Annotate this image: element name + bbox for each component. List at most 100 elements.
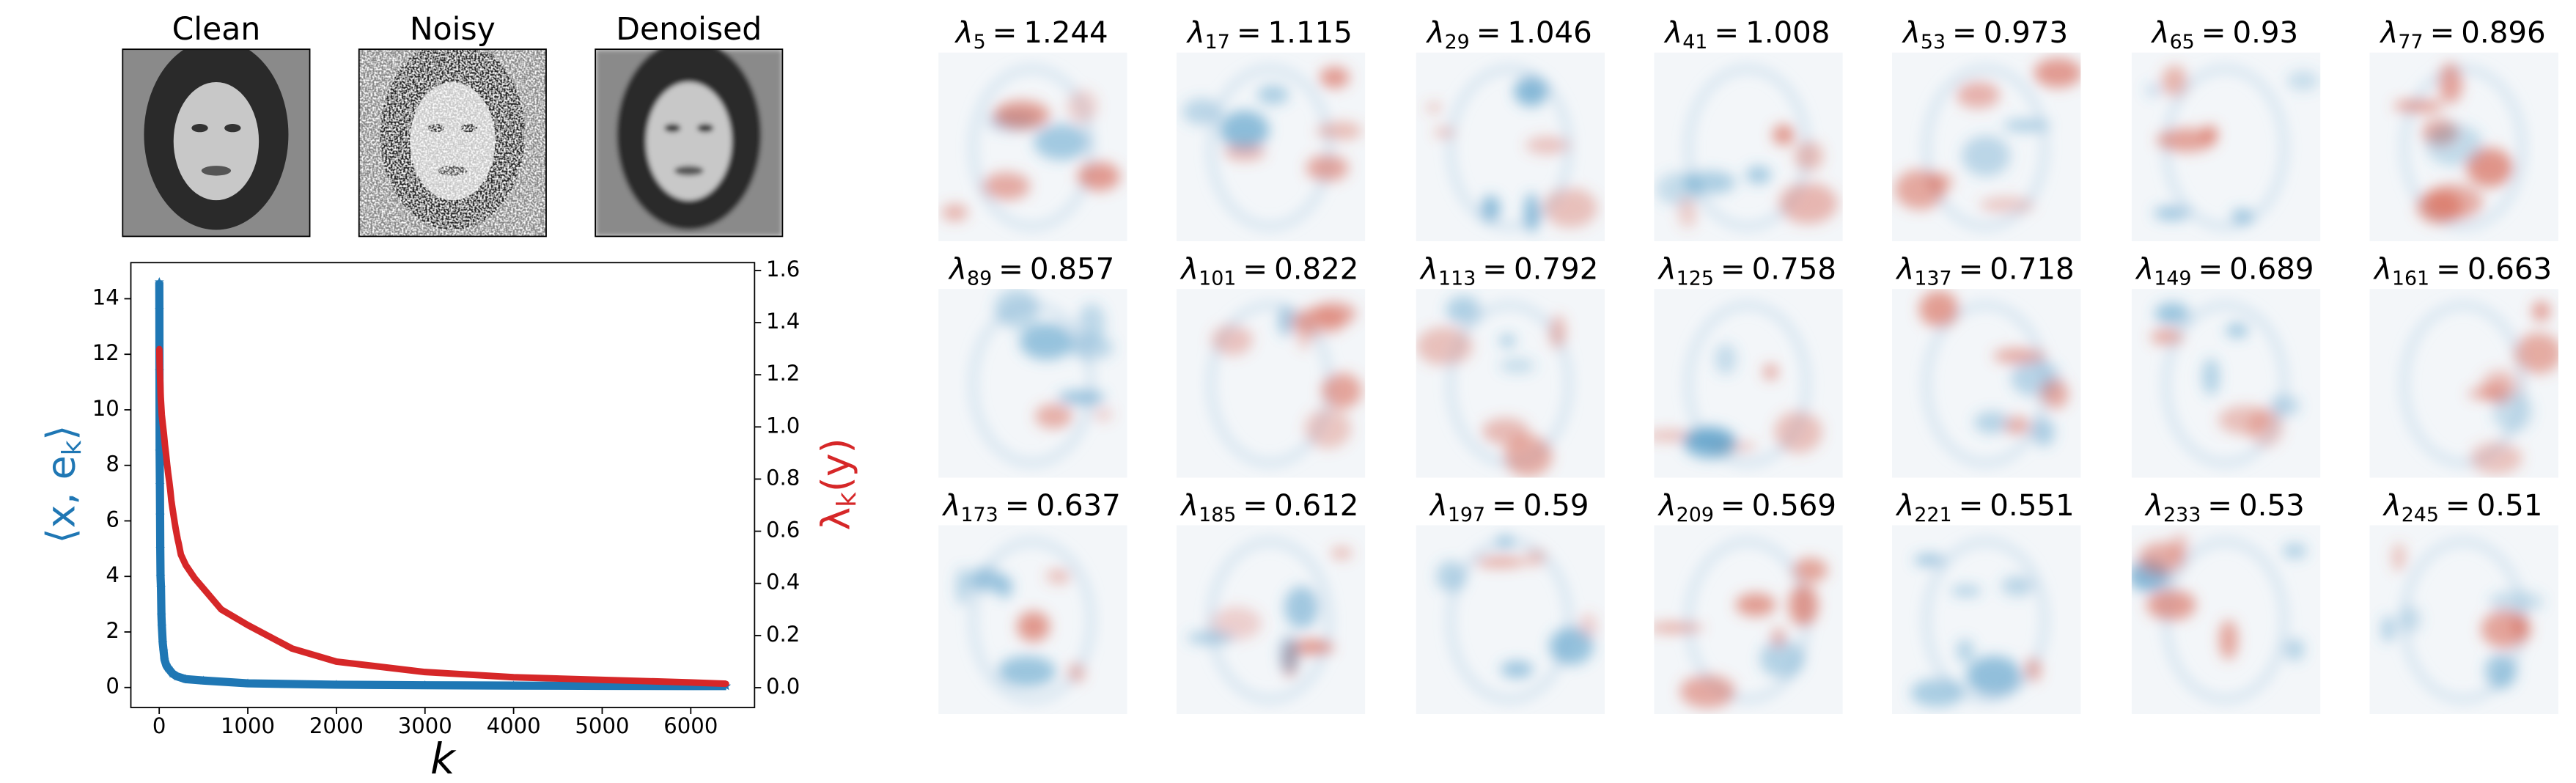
eigen-panel: λ245 = 0.51 [2369, 488, 2558, 714]
y2-tick-label: 0.8 [766, 465, 800, 490]
eigen-title: λ161 = 0.663 [2373, 251, 2552, 290]
eigen-title: λ125 = 0.758 [1657, 251, 1836, 290]
blob [2004, 416, 2032, 435]
eigen-symbol: λ [948, 251, 967, 286]
blob [1774, 411, 1822, 453]
x-tick-label: 6000 [663, 713, 718, 738]
blob [2169, 533, 2190, 560]
face-outline [2163, 539, 2287, 702]
point [156, 360, 163, 367]
eigen-equals: = [1714, 15, 1739, 50]
point [599, 677, 606, 683]
series [155, 345, 729, 688]
blob [1278, 634, 1300, 674]
eigen-symbol: λ [1657, 251, 1677, 286]
point [161, 430, 167, 437]
point [422, 669, 428, 675]
eigen-bg [938, 52, 1127, 242]
face-outline [970, 539, 1094, 702]
point [173, 531, 180, 537]
blob [1524, 193, 1539, 233]
face [173, 81, 260, 201]
point [597, 680, 607, 690]
blob [1913, 554, 1946, 566]
eigen-index: 41 [1682, 31, 1707, 54]
eigen-panel: λ233 = 0.53 [2131, 488, 2321, 714]
point [156, 610, 166, 620]
blob [1682, 171, 1737, 194]
blob [1772, 125, 1795, 145]
blob [2034, 58, 2081, 88]
y-axis-label: ⟨x, ek⟩ [37, 425, 87, 544]
eigen-panel: λ197 = 0.59 [1416, 488, 1605, 714]
series [154, 277, 732, 691]
blob [1956, 639, 1974, 663]
eigen-value: 0.551 [1990, 488, 2074, 523]
point [510, 674, 517, 680]
eigen-blobs [1425, 66, 1597, 233]
y-axis-label-end: ⟩ [37, 425, 84, 441]
blob [2269, 394, 2300, 416]
blob [1771, 627, 1785, 647]
image-title: Denoised [616, 12, 762, 48]
face-outline [2402, 66, 2525, 229]
eigen-panel: λ185 = 0.612 [1176, 488, 1366, 714]
eigen-symbol: λ [1895, 251, 1914, 286]
x-tick-label: 3000 [398, 713, 452, 738]
image-panel: Noisy [358, 12, 547, 238]
eigen-blobs [1208, 301, 1362, 466]
eigen-title: λ209 = 0.569 [1657, 488, 1836, 526]
blob [968, 567, 1003, 592]
eigen-value: 0.822 [1274, 251, 1358, 286]
image-border [595, 48, 784, 238]
blob [1219, 110, 1270, 150]
point [155, 479, 165, 489]
blob [2284, 638, 2305, 661]
eigen-title: λ149 = 0.689 [2135, 251, 2314, 290]
face-outline [1685, 303, 1809, 466]
face-outline [2402, 303, 2525, 466]
blob [1745, 166, 1772, 184]
eigen-blobs [2381, 539, 2544, 702]
image-border [122, 48, 311, 238]
blob [2393, 99, 2443, 113]
blob [1548, 627, 1594, 665]
blob [1210, 606, 1262, 640]
point [156, 345, 163, 352]
eigen-symbol: λ [2135, 251, 2154, 286]
image-title: Clean [172, 12, 261, 48]
eigen-equals: = [2436, 251, 2461, 286]
y-tick-label: 12 [92, 340, 119, 365]
blob [2481, 610, 2531, 649]
eigen-image [1176, 289, 1366, 478]
eigen-blobs [2131, 533, 2307, 702]
image-border [358, 48, 547, 238]
blob [1034, 123, 1089, 161]
eigen-panel: λ5 = 1.244 [938, 15, 1127, 242]
eigen-value: 0.612 [1274, 488, 1358, 523]
point [160, 422, 166, 428]
blob [2218, 620, 2238, 660]
eigen-symbol: λ [1186, 15, 1205, 50]
blob [2466, 148, 2514, 188]
point [174, 536, 181, 543]
point [245, 622, 251, 628]
point [169, 504, 176, 511]
eigen-panel: λ17 = 1.115 [1176, 15, 1366, 242]
eigen-blobs [1187, 539, 1353, 702]
blob [1278, 306, 1294, 337]
y-tick-label: 10 [92, 396, 119, 421]
eigen-title: λ17 = 1.115 [1186, 15, 1353, 54]
eigen-image [938, 525, 1127, 714]
blob [1211, 325, 1253, 356]
eigen-symbol: λ [1180, 251, 1199, 286]
eigen-image [1176, 525, 1366, 714]
eigen-symbol: λ [954, 15, 974, 50]
eye [191, 124, 208, 133]
point [167, 487, 174, 493]
eigen-image [2369, 289, 2558, 478]
point [289, 645, 295, 652]
blob [1316, 122, 1363, 140]
blob [1067, 89, 1097, 124]
